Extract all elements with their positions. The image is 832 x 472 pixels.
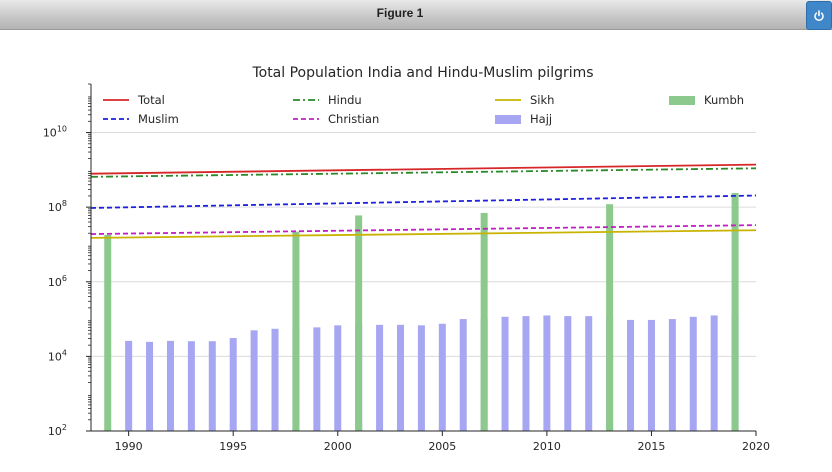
bar-hajj	[271, 328, 279, 431]
series-line-sikh	[90, 229, 757, 239]
legend-label-hajj: Hajj	[530, 112, 552, 126]
window-titlebar: Figure 1	[0, 0, 832, 30]
bar-kumbh	[104, 234, 112, 431]
legend-swatch-kumbh	[669, 96, 695, 105]
power-button[interactable]	[806, 1, 832, 30]
series-line-christian	[90, 224, 757, 235]
y-tick-label: 102	[48, 423, 67, 438]
x-tick-label: 2010	[533, 440, 561, 453]
y-tick-label: 1010	[43, 125, 67, 140]
legend-label-sikh: Sikh	[530, 93, 554, 107]
series-line-total	[90, 163, 757, 175]
bar-hajj	[647, 319, 655, 431]
bar-hajj	[522, 316, 530, 431]
bar-kumbh	[606, 204, 614, 431]
y-tick-label: 104	[48, 348, 67, 363]
x-tick-label: 1995	[219, 440, 247, 453]
bar-hajj	[710, 315, 718, 431]
bar-hajj	[376, 324, 384, 431]
bar-hajj	[125, 340, 133, 431]
bar-kumbh	[731, 192, 739, 431]
bar-hajj	[229, 338, 237, 431]
y-tick-label: 106	[48, 274, 67, 289]
bar-hajj	[668, 319, 676, 431]
legend-label-total: Total	[137, 93, 165, 107]
x-tick-label: 2000	[324, 440, 352, 453]
bar-kumbh	[292, 231, 300, 431]
bar-hajj	[564, 316, 572, 431]
bar-hajj	[438, 323, 446, 431]
bar-hajj	[166, 340, 174, 431]
bar-hajj	[334, 325, 342, 431]
chart: Total Population India and Hindu-Muslim …	[43, 65, 770, 453]
series-line-muslim	[90, 194, 757, 209]
bar-hajj	[627, 319, 635, 431]
bar-hajj	[689, 316, 697, 431]
legend-swatch-hajj	[495, 115, 521, 124]
x-tick-label: 2005	[428, 440, 456, 453]
legend-label-christian: Christian	[328, 112, 379, 126]
legend-label-hindu: Hindu	[328, 93, 362, 107]
power-icon	[814, 9, 824, 21]
bar-hajj	[146, 341, 154, 431]
bar-hajj	[313, 327, 321, 431]
chart-title: Total Population India and Hindu-Muslim …	[251, 65, 593, 81]
bar-hajj	[459, 319, 467, 431]
bar-hajj	[501, 316, 509, 431]
bar-hajj	[417, 325, 425, 431]
legend-label-kumbh: Kumbh	[704, 93, 744, 107]
x-tick-label: 2015	[637, 440, 665, 453]
bar-hajj	[396, 324, 404, 431]
bar-kumbh	[480, 212, 488, 431]
bar-hajj	[187, 341, 195, 431]
series-line-hindu	[90, 167, 757, 178]
bar-kumbh	[355, 215, 363, 431]
bar-hajj	[208, 341, 216, 431]
window-title: Figure 1	[376, 6, 424, 20]
bar-hajj	[585, 316, 593, 431]
y-tick-label: 108	[48, 199, 67, 214]
x-tick-label: 1990	[115, 440, 143, 453]
bar-hajj	[543, 315, 551, 431]
bar-hajj	[250, 330, 258, 431]
x-tick-label: 2020	[742, 440, 770, 453]
legend-label-muslim: Muslim	[138, 112, 179, 126]
